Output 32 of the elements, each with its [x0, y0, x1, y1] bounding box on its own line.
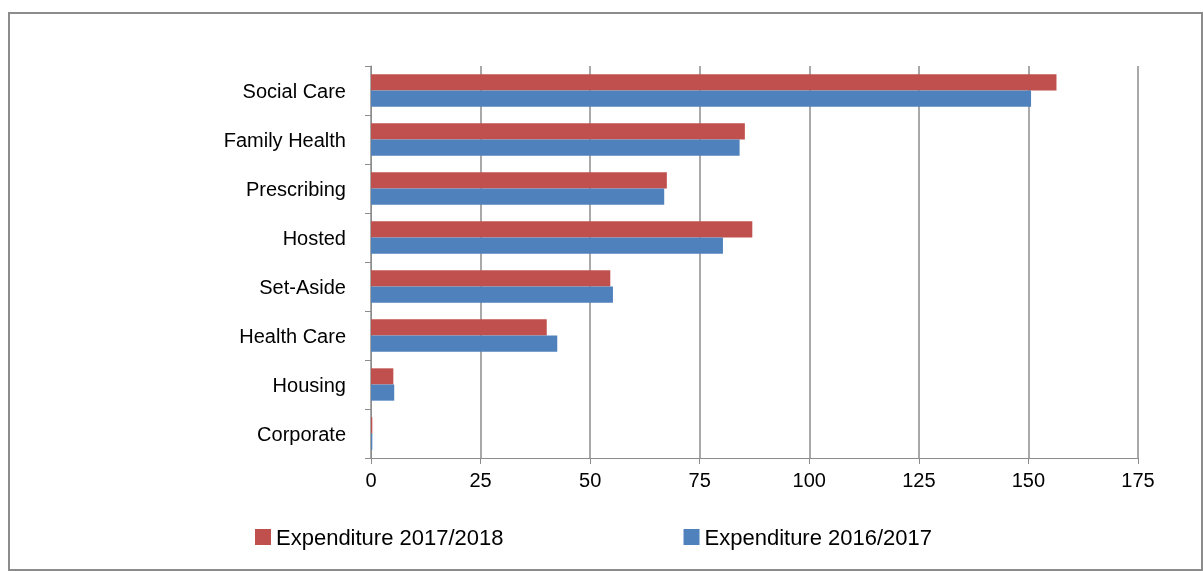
y-tick-label: Social Care [242, 79, 346, 102]
y-tick-label: Hosted [282, 226, 346, 249]
legend-label: Expenditure 2016/2017 [704, 524, 933, 550]
x-tick-label: 25 [469, 469, 492, 491]
x-tick-label: 125 [902, 469, 936, 491]
x-tick-label: 100 [792, 469, 826, 491]
y-tick-label: Health Care [239, 324, 346, 347]
y-tick-label: Family Health [223, 128, 346, 151]
bar [371, 123, 745, 140]
bar [371, 368, 394, 385]
x-tick-label: 50 [579, 469, 602, 491]
bar [371, 286, 613, 303]
bar [371, 172, 667, 189]
bar [371, 319, 547, 336]
x-tick-label: 175 [1121, 469, 1155, 491]
bar [371, 90, 1032, 107]
x-tick-label: 150 [1011, 469, 1046, 491]
bar [371, 335, 558, 352]
y-tick-label: Set-Aside [259, 275, 346, 298]
bar [371, 188, 665, 205]
x-tick-label: 0 [365, 469, 377, 491]
y-tick-label: Prescribing [245, 177, 346, 200]
bar [371, 221, 753, 238]
x-tick-label: 75 [688, 469, 711, 491]
bar [371, 270, 611, 287]
bar [371, 74, 1057, 91]
y-tick-label: Corporate [257, 422, 346, 445]
bar [371, 384, 395, 401]
bar [371, 139, 740, 156]
legend-label: Expenditure 2017/2018 [276, 524, 504, 550]
bar [371, 237, 723, 254]
y-tick-label: Housing [272, 373, 346, 396]
